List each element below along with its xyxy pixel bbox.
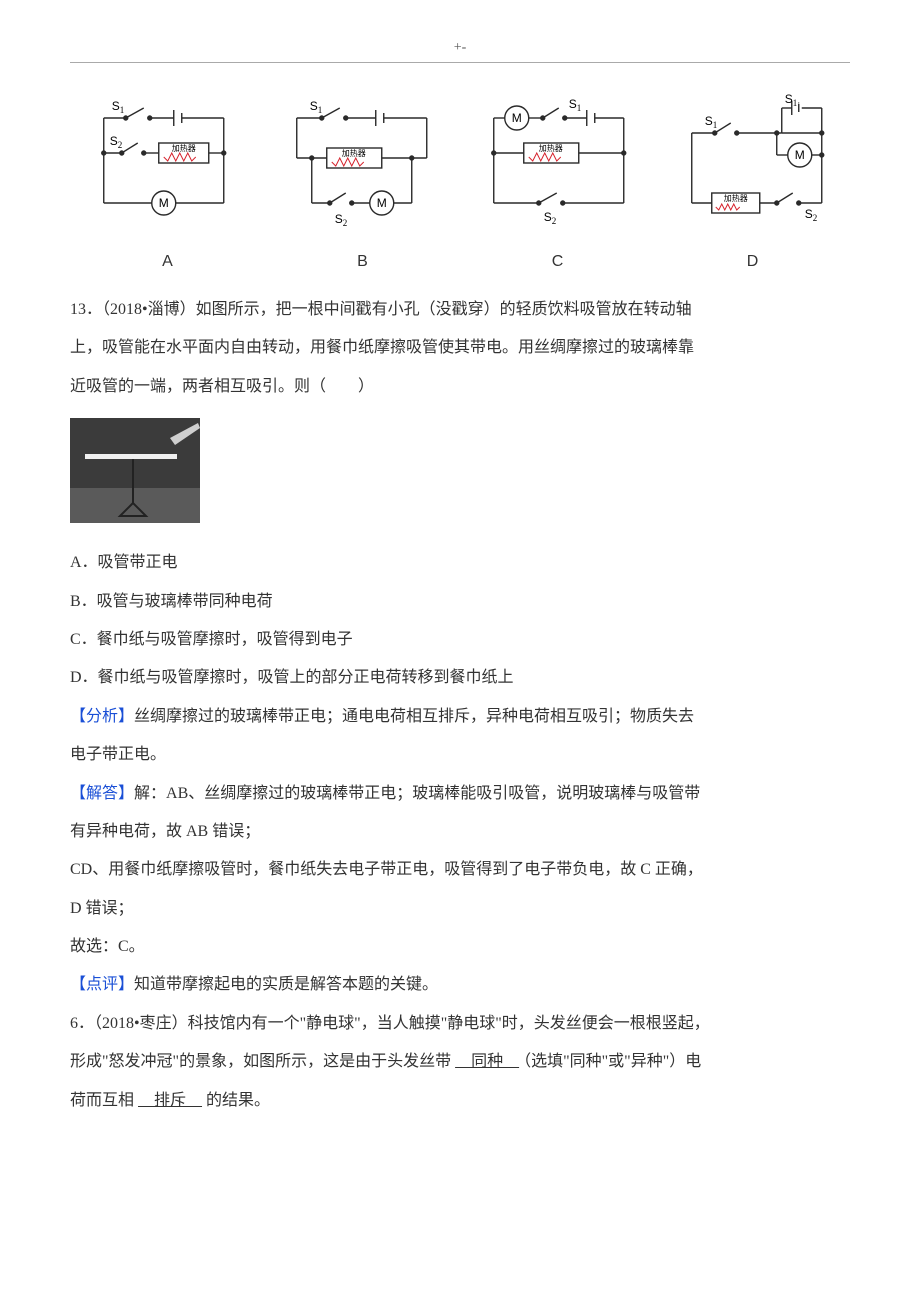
- circuits-row: S1 S2 加热器 M: [70, 93, 850, 243]
- circuit-label-d: D: [655, 253, 850, 271]
- svg-text:1: 1: [577, 103, 582, 113]
- comment-tag: 【点评】: [70, 976, 134, 993]
- svg-text:加热器: 加热器: [172, 143, 196, 153]
- q6-source: （2018•枣庄）: [94, 1015, 188, 1032]
- circuit-label-b: B: [265, 253, 460, 271]
- q6-stem-text3b: 的结果。: [206, 1092, 270, 1109]
- q6-stem-text1: 科技馆内有一个"静电球"，当人触摸"静电球"时，头发丝便会一根根竖起，: [188, 1015, 710, 1032]
- q6-stem-line1: 6．（2018•枣庄）科技馆内有一个"静电球"，当人触摸"静电球"时，头发丝便会…: [70, 1005, 850, 1043]
- q13-option-a: A．吸管带正电: [70, 544, 850, 582]
- svg-text:M: M: [512, 111, 522, 125]
- q13-option-c: C．餐巾纸与吸管摩擦时，吸管得到电子: [70, 621, 850, 659]
- q13-answer-line4: D 错误；: [70, 890, 850, 928]
- circuit-labels-row: A B C D: [70, 253, 850, 271]
- svg-text:S: S: [804, 207, 812, 221]
- q6-stem-line3: 荷而互相 排斥 的结果。: [70, 1082, 850, 1120]
- circuit-b: S1 S2 加热器 M: [268, 93, 456, 243]
- svg-text:M: M: [159, 196, 169, 210]
- q13-analysis-line2: 电子带正电。: [70, 736, 850, 774]
- q6-blank1: 同种: [451, 1053, 523, 1070]
- q13-option-d: D．餐巾纸与吸管摩擦时，吸管上的部分正电荷转移到餐巾纸上: [70, 659, 850, 697]
- q6-blank2: 排斥: [134, 1092, 206, 1109]
- circuit-a: S1 S2 加热器 M: [70, 93, 258, 243]
- svg-text:S: S: [784, 93, 792, 106]
- q13-stem-line1: 13．（2018•淄博）如图所示，把一根中间戳有小孔（没戳穿）的轻质饮料吸管放在…: [70, 291, 850, 329]
- svg-text:加热器: 加热器: [723, 193, 747, 203]
- q6-stem-text2b: （选填"同种"或"异种"）电: [523, 1053, 701, 1070]
- svg-text:S: S: [569, 97, 577, 111]
- svg-text:加热器: 加热器: [341, 148, 365, 158]
- q13-analysis-text1: 丝绸摩擦过的玻璃棒带正电；通电电荷相互排斥，异种电荷相互吸引；物质失去: [134, 708, 694, 725]
- q6-stem-line2: 形成"怒发冲冠"的景象，如图所示，这是由于头发丝带 同种 （选填"同种"或"异种…: [70, 1043, 850, 1081]
- q13-answer-line2: 有异种电荷，故 AB 错误；: [70, 813, 850, 851]
- q13-stem-text1: 如图所示，把一根中间戳有小孔（没戳穿）的轻质饮料吸管放在转动轴: [196, 301, 692, 318]
- q13-answer-line1: 【解答】解：AB、丝绸摩擦过的玻璃棒带正电；玻璃棒能吸引吸管，说明玻璃棒与吸管带: [70, 775, 850, 813]
- page-header-text: +-: [454, 40, 467, 55]
- svg-text:M: M: [794, 148, 804, 162]
- q13-comment: 【点评】知道带摩擦起电的实质是解答本题的关键。: [70, 966, 850, 1004]
- q13-source: （2018•淄博）: [102, 301, 196, 318]
- svg-text:加热器: 加热器: [539, 143, 563, 153]
- svg-text:S: S: [112, 99, 120, 113]
- q13-comment-text: 知道带摩擦起电的实质是解答本题的关键。: [134, 976, 438, 993]
- q13-option-b: B．吸管与玻璃棒带同种电荷: [70, 583, 850, 621]
- svg-text:S: S: [544, 210, 552, 224]
- svg-text:1: 1: [120, 105, 125, 115]
- circuit-c: M S1 加热器 S2: [465, 93, 653, 243]
- svg-text:S: S: [110, 134, 118, 148]
- q6-number: 6．: [70, 1015, 94, 1032]
- q6-stem-text3a: 荷而互相: [70, 1092, 134, 1109]
- svg-text:2: 2: [552, 216, 557, 226]
- q6-stem-text2a: 形成"怒发冲冠"的景象，如图所示，这是由于头发丝带: [70, 1053, 451, 1070]
- q13-answer-line5: 故选：C。: [70, 928, 850, 966]
- q13-figure: [70, 418, 850, 528]
- svg-text:2: 2: [342, 218, 347, 228]
- analysis-tag: 【分析】: [70, 708, 134, 725]
- q13-answer-text1: 解：AB、丝绸摩擦过的玻璃棒带正电；玻璃棒能吸引吸管，说明玻璃棒与吸管带: [134, 785, 700, 802]
- svg-text:S: S: [309, 99, 317, 113]
- q13-stem-line2: 上，吸管能在水平面内自由转动，用餐巾纸摩擦吸管使其带电。用丝绸摩擦过的玻璃棒靠: [70, 329, 850, 367]
- q13-number: 13．: [70, 301, 102, 318]
- q13-answer-line3: CD、用餐巾纸摩擦吸管时，餐巾纸失去电子带正电，吸管得到了电子带负电，故 C 正…: [70, 851, 850, 889]
- svg-text:S: S: [704, 114, 712, 128]
- svg-text:2: 2: [118, 140, 123, 150]
- circuit-label-c: C: [460, 253, 655, 271]
- svg-text:1: 1: [317, 105, 322, 115]
- svg-text:2: 2: [812, 213, 817, 223]
- q13-analysis-line1: 【分析】丝绸摩擦过的玻璃棒带正电；通电电荷相互排斥，异种电荷相互吸引；物质失去: [70, 698, 850, 736]
- page-header: +-: [70, 40, 850, 63]
- q13-stem-line3: 近吸管的一端，两者相互吸引。则（ ）: [70, 368, 850, 406]
- svg-text:1: 1: [712, 120, 717, 130]
- svg-text:1·: 1·: [792, 98, 800, 108]
- circuit-label-a: A: [70, 253, 265, 271]
- svg-text:S: S: [334, 212, 342, 226]
- svg-text:M: M: [376, 196, 386, 210]
- answer-tag: 【解答】: [70, 785, 134, 802]
- circuit-d: S1· S1 M 加热器 S2: [663, 93, 851, 243]
